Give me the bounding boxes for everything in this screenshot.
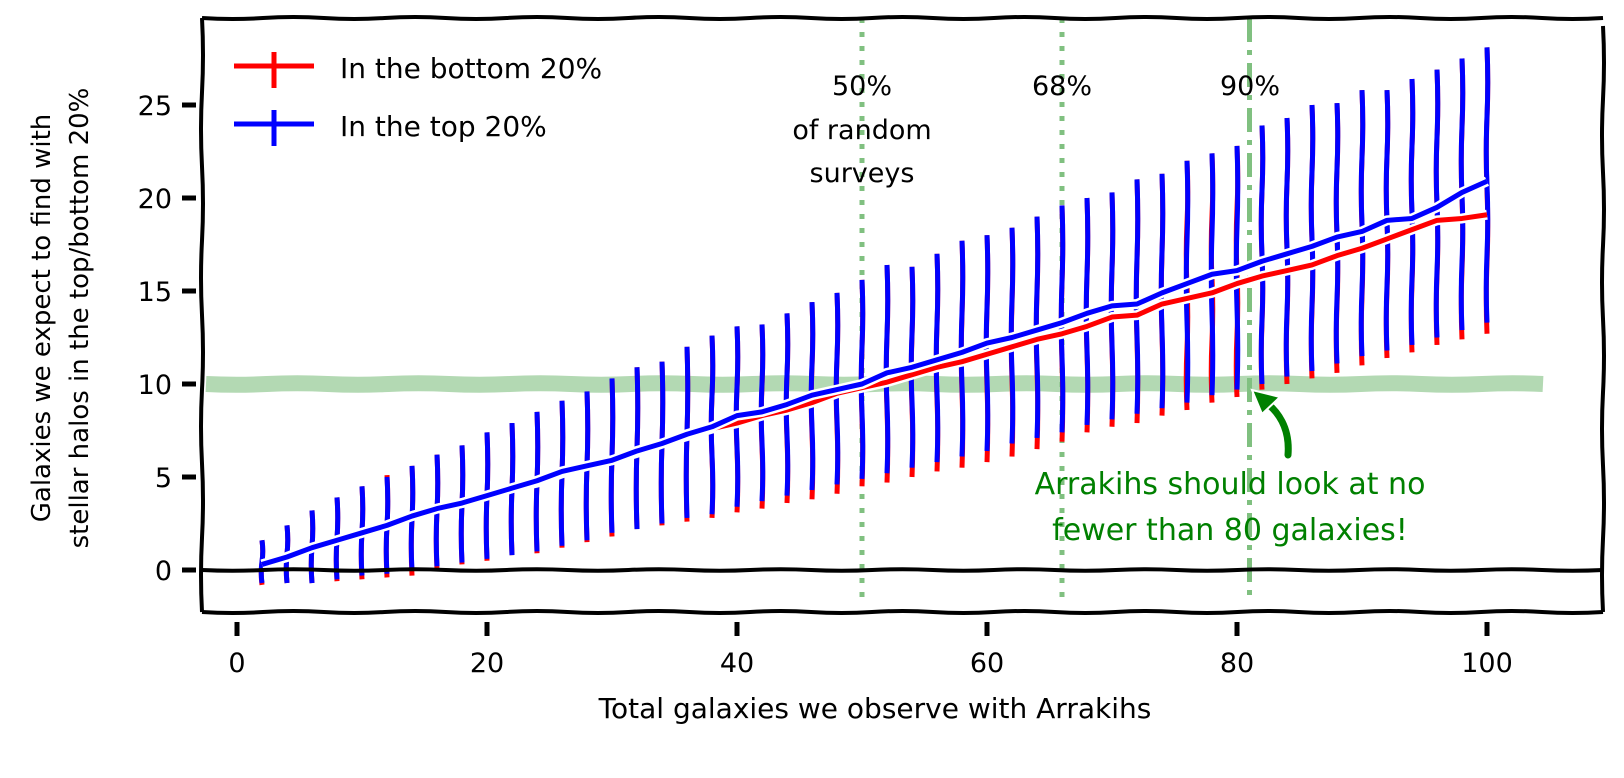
x-tick-label-20: 20 [470,648,504,679]
vline-50-label-2: of random [792,115,931,146]
frame-top [201,15,1604,21]
vline-90-label: 90% [1220,71,1280,102]
errorbar-top-20 [1258,125,1266,385]
errorbar-top-20 [1408,78,1416,346]
y-tick-label-5: 5 [155,463,172,494]
series-line-top [261,178,1489,567]
annotation-line-2: fewer than 80 galaxies! [1052,513,1408,548]
axes-layer: 0 20 40 60 80 100 0 5 10 15 20 25 [138,91,1513,679]
x-tick-label-100: 100 [1461,648,1513,679]
errorbar-top-20 [1308,104,1316,372]
y-tick-label-10: 10 [138,370,172,401]
errorbar-top-20 [1133,179,1141,414]
series-lines-layer [201,176,1604,573]
x-tick-label-40: 40 [720,648,754,679]
vline-50-label-1: 50% [832,71,892,102]
vertical-lines-layer [859,18,1252,602]
frame-left [199,17,205,613]
y-axis-label: Galaxies we expect to find with stellar … [27,88,95,549]
x-tick-label-80: 80 [1220,648,1254,679]
annotation-arrowhead-icon [1250,388,1283,416]
annotation-line-1: Arrakihs should look at no [1035,467,1426,502]
y-tick-label-0: 0 [155,556,172,587]
zero-line [201,567,1604,573]
annotation: Arrakihs should look at no fewer than 80… [1035,388,1426,548]
vline-labels: 50% of random surveys 68% 90% [792,71,1280,189]
x-axis-label: Total galaxies we observe with Arrakihs [598,692,1152,725]
y-axis-label-line-1: Galaxies we expect to find with [27,114,57,523]
x-tick-label-60: 60 [970,648,1004,679]
errorbar-top-20 [1283,117,1291,377]
y-axis-label-line-2: stellar halos in the top/bottom 20% [65,88,95,549]
y-tick-label-15: 15 [138,277,172,308]
vline-68-label: 68% [1032,71,1092,102]
plot-frame [199,15,1606,615]
vline-50-label-3: surveys [810,158,915,189]
x-tick-label-0: 0 [228,648,245,679]
frame-right [1600,25,1606,613]
errorbar-top-20 [1358,90,1366,357]
frame-bottom [201,609,1604,615]
y-tick-label-25: 25 [138,91,172,122]
y-tick-label-20: 20 [138,184,172,215]
legend-label-top: In the top 20% [340,110,547,143]
legend-label-bottom: In the bottom 20% [340,52,602,85]
legend: In the bottom 20% In the top 20% [234,52,602,146]
